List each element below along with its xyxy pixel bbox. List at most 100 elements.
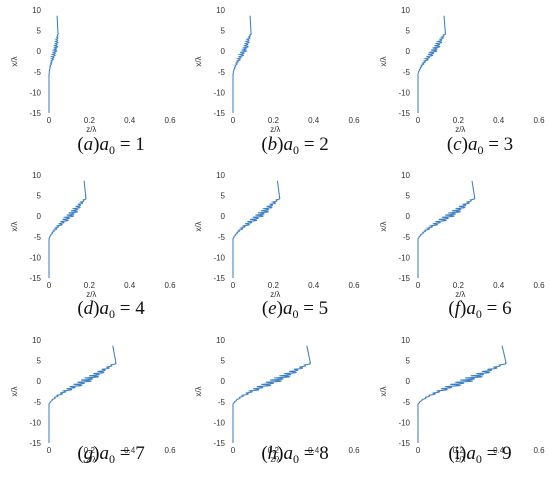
y-axis-label: x/λ [10, 56, 19, 66]
panel-caption: (d)a0 = 4 [77, 298, 145, 321]
y-tick-label: 0 [37, 212, 42, 221]
x-tick-label: 0.2 [84, 446, 96, 455]
y-axis-label: x/λ [379, 56, 388, 66]
panel-caption: (h)a0 = 8 [261, 443, 328, 466]
x-axis-label: z/λ [455, 125, 465, 134]
y-tick-label: 0 [406, 212, 411, 221]
panel-h: 0 0.2 0.4 0.6 10 5 0 -5 -10 -15 z/λ x/λ (h)a0 = 8 [194, 336, 360, 466]
y-axis-label: x/λ [10, 386, 19, 396]
x-tick-label: 0.4 [493, 116, 505, 125]
y-axis-label: x/λ [10, 221, 19, 231]
y-axis-label: x/λ [379, 221, 388, 231]
y-tick-label: -15 [29, 109, 41, 118]
y-tick-label: 10 [216, 6, 225, 15]
x-tick-label: 0 [416, 446, 421, 455]
series-line [232, 15, 252, 113]
y-tick-label: -10 [29, 253, 41, 262]
y-tick-label: -5 [403, 233, 411, 242]
y-axis-label: x/λ [194, 56, 203, 66]
caption-a0-value: 9 [502, 443, 512, 464]
y-tick-label: -15 [29, 439, 41, 448]
x-axis-label: z/λ [455, 290, 465, 299]
x-tick-label: 0 [416, 116, 421, 125]
y-tick-label: -10 [398, 88, 410, 97]
y-tick-label: -10 [29, 88, 41, 97]
x-tick-label: 0.6 [533, 281, 545, 290]
x-axis-label: z/λ [270, 290, 280, 299]
panel-b: 0 0.2 0.4 0.6 10 5 0 -5 -10 -15 z/λ x/λ (b)a0 = 2 [194, 6, 360, 157]
y-tick-label: 0 [221, 212, 226, 221]
panel-i: 0 0.2 0.4 0.6 10 5 0 -5 -10 -15 z/λ x/λ (i)a0 = 9 [379, 336, 545, 466]
caption-letter: c [453, 134, 462, 155]
x-axis-label: z/λ [86, 455, 96, 464]
y-tick-label: -10 [398, 418, 410, 427]
y-tick-label: -10 [213, 418, 225, 427]
x-tick-label: 0.6 [164, 281, 176, 290]
y-tick-label: 10 [216, 171, 225, 180]
y-tick-label: -10 [213, 253, 225, 262]
x-axis-label: z/λ [455, 455, 465, 464]
panel-caption: (g)a0 = 7 [77, 443, 144, 466]
series-line [417, 180, 476, 278]
x-tick-label: 0 [231, 281, 236, 290]
caption-letter: i [455, 443, 460, 464]
caption-a0-value: 8 [319, 443, 329, 464]
caption-a0-value: 7 [135, 443, 145, 464]
x-tick-label: 0 [231, 116, 236, 125]
y-tick-label: -15 [398, 439, 410, 448]
x-tick-label: 0.6 [533, 446, 545, 455]
x-tick-label: 0.2 [453, 281, 465, 290]
x-tick-label: 0.2 [268, 446, 280, 455]
y-tick-label: 0 [221, 47, 226, 56]
y-tick-label: -5 [218, 68, 226, 77]
series-line [48, 180, 87, 278]
y-tick-label: 10 [401, 336, 410, 345]
panel-a: 0 0.2 0.4 0.6 10 5 0 -5 -10 -15 z/λ x/λ (a)a0 = 1 [10, 6, 176, 157]
y-axis-label: x/λ [194, 386, 203, 396]
x-tick-label: 0.6 [164, 446, 176, 455]
panel-d: 0 0.2 0.4 0.6 10 5 0 -5 -10 -15 z/λ x/λ (d)a0 = 4 [10, 171, 176, 321]
x-axis-label: z/λ [86, 290, 96, 299]
y-tick-label: -15 [213, 439, 225, 448]
caption-letter: a [84, 134, 94, 155]
y-tick-label: 0 [406, 377, 411, 386]
y-tick-label: 0 [37, 377, 42, 386]
x-tick-label: 0.2 [268, 281, 280, 290]
y-tick-label: -5 [34, 233, 42, 242]
y-tick-label: 10 [216, 336, 225, 345]
y-tick-label: -10 [213, 88, 225, 97]
caption-a0-value: 2 [319, 134, 329, 155]
x-tick-label: 0.2 [453, 446, 465, 455]
x-tick-label: 0.4 [124, 116, 136, 125]
x-tick-label: 0 [416, 281, 421, 290]
panel-caption: (a)a0 = 1 [77, 134, 144, 157]
y-tick-label: 0 [37, 47, 42, 56]
x-tick-label: 0 [47, 281, 52, 290]
y-tick-label: -15 [213, 109, 225, 118]
panel-caption: (f)a0 = 6 [448, 298, 511, 321]
y-tick-label: -15 [29, 274, 41, 283]
x-tick-label: 0.4 [308, 446, 320, 455]
y-tick-label: 10 [401, 171, 410, 180]
x-tick-label: 0.6 [348, 116, 360, 125]
y-tick-label: 5 [221, 357, 226, 366]
caption-letter: g [84, 443, 94, 464]
caption-letter: d [84, 298, 94, 319]
x-axis-label: z/λ [270, 455, 280, 464]
series-line [232, 345, 311, 443]
y-tick-label: 5 [406, 192, 411, 201]
x-tick-label: 0.6 [348, 446, 360, 455]
x-tick-label: 0.4 [493, 281, 505, 290]
panel-e: 0 0.2 0.4 0.6 10 5 0 -5 -10 -15 z/λ x/λ (e)a0 = 5 [194, 171, 360, 321]
series-line [232, 180, 281, 278]
y-tick-label: -15 [398, 274, 410, 283]
y-tick-label: 10 [32, 336, 41, 345]
y-tick-label: -5 [34, 68, 42, 77]
x-tick-label: 0.2 [84, 116, 96, 125]
y-axis-label: x/λ [194, 221, 203, 231]
series-line [417, 345, 507, 443]
y-tick-label: 0 [221, 377, 226, 386]
x-tick-label: 0.4 [308, 281, 320, 290]
